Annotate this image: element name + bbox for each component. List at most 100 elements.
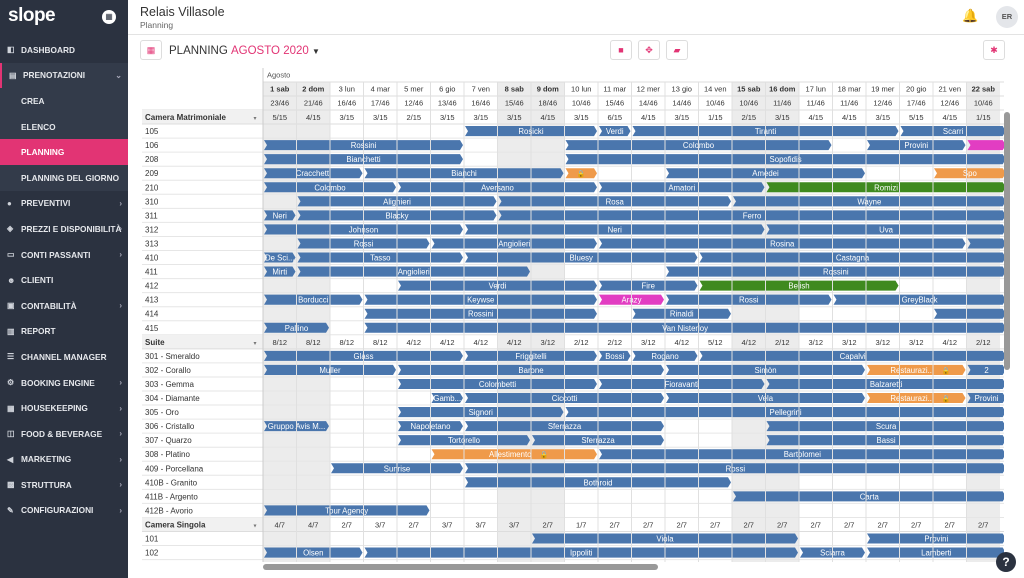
chevron-right-icon[interactable]: › bbox=[119, 301, 122, 311]
move-button[interactable]: ✥ bbox=[638, 40, 660, 60]
day-header[interactable]: 10 lun bbox=[571, 85, 591, 94]
day-header[interactable]: 8 sab bbox=[505, 85, 525, 94]
booking-bar[interactable] bbox=[264, 168, 363, 179]
booking-bar[interactable] bbox=[364, 547, 799, 558]
booking-bar[interactable] bbox=[699, 252, 1005, 263]
vertical-scrollbar[interactable] bbox=[1004, 112, 1010, 370]
sidebar-item-report[interactable]: ▥ REPORT bbox=[0, 319, 128, 345]
booking-bar[interactable] bbox=[431, 238, 598, 249]
booking-bar[interactable] bbox=[264, 266, 296, 277]
day-header[interactable]: 14 ven bbox=[704, 85, 727, 94]
booking-bar[interactable] bbox=[766, 224, 1005, 235]
calendar-icon[interactable]: ▦ bbox=[102, 10, 116, 24]
sidebar-item-contabilit-[interactable]: ▣ CONTABILITÀ › bbox=[0, 293, 128, 319]
chevron-down-icon[interactable]: ⌄ bbox=[115, 70, 122, 80]
booking-bar[interactable] bbox=[565, 168, 598, 179]
booking-bar[interactable] bbox=[699, 350, 1005, 361]
booking-bar[interactable] bbox=[867, 533, 1004, 544]
chevron-right-icon[interactable]: › bbox=[119, 378, 122, 388]
day-header[interactable]: 2 dom bbox=[302, 85, 324, 94]
sidebar-item-conti-passanti[interactable]: ▭ CONTI PASSANTI › bbox=[0, 242, 128, 268]
booking-bar[interactable] bbox=[565, 154, 1005, 165]
booking-bar[interactable] bbox=[498, 210, 1005, 221]
booking-bar[interactable] bbox=[364, 308, 598, 319]
booking-bar[interactable] bbox=[364, 294, 598, 305]
booking-bar[interactable] bbox=[967, 140, 1005, 151]
sidebar-item-configurazioni[interactable]: ✎ CONFIGURAZIONI › bbox=[0, 498, 128, 524]
chevron-right-icon[interactable]: › bbox=[119, 198, 122, 208]
booking-bar[interactable] bbox=[565, 407, 1005, 418]
booking-bar[interactable] bbox=[766, 421, 1005, 432]
sidebar-item-dashboard[interactable]: ◧ DASHBOARD bbox=[0, 37, 128, 63]
day-header[interactable]: 20 gio bbox=[906, 85, 926, 94]
booking-bar[interactable] bbox=[297, 266, 531, 277]
booking-bar[interactable] bbox=[833, 294, 1005, 305]
booking-bar[interactable] bbox=[666, 266, 1004, 277]
sidebar-item-planning-del-giorno[interactable]: PLANNING DEL GIORNO bbox=[0, 164, 128, 191]
day-header[interactable]: 3 lun bbox=[339, 85, 355, 94]
booking-bar[interactable] bbox=[599, 238, 966, 249]
booking-bar[interactable] bbox=[766, 435, 1005, 446]
book-button[interactable]: ▰ bbox=[666, 40, 688, 60]
chevron-down-icon[interactable]: ▾ bbox=[253, 523, 256, 529]
sidebar-item-channel-manager[interactable]: ☰ CHANNEL MANAGER bbox=[0, 344, 128, 370]
booking-bar[interactable] bbox=[398, 407, 564, 418]
booking-bar[interactable] bbox=[264, 505, 430, 516]
chevron-down-icon[interactable]: ▾ bbox=[253, 341, 256, 347]
booking-bar[interactable] bbox=[264, 210, 296, 221]
chevron-right-icon[interactable]: › bbox=[119, 224, 122, 234]
day-header[interactable]: 11 mar bbox=[603, 85, 626, 94]
booking-bar[interactable] bbox=[967, 364, 1005, 375]
booking-bar[interactable] bbox=[900, 126, 1005, 137]
booking-bar[interactable] bbox=[934, 308, 1004, 319]
booking-bar[interactable] bbox=[599, 182, 765, 193]
booking-bar[interactable] bbox=[766, 182, 1005, 193]
planning-grid[interactable]: Agosto 1 sab 23/46 2 dom 21/46 3 lun 16/46 4 ma… bbox=[142, 68, 1004, 562]
booking-bar[interactable] bbox=[867, 364, 966, 375]
day-header[interactable]: 1 sab bbox=[270, 85, 290, 94]
app-logo[interactable]: slope bbox=[8, 5, 56, 26]
booking-bar[interactable] bbox=[599, 126, 631, 137]
booking-bar[interactable] bbox=[498, 196, 732, 207]
booking-bar[interactable] bbox=[934, 168, 1004, 179]
sidebar-item-elenco[interactable]: ELENCO bbox=[0, 113, 128, 140]
booking-bar[interactable] bbox=[632, 308, 732, 319]
day-header[interactable]: 18 mar bbox=[838, 85, 862, 94]
day-header[interactable]: 21 ven bbox=[938, 85, 961, 94]
settings-button[interactable]: ✱ bbox=[983, 40, 1005, 60]
chevron-right-icon[interactable]: › bbox=[119, 505, 122, 515]
day-header[interactable]: 12 mer bbox=[637, 85, 661, 94]
booking-bar[interactable] bbox=[733, 491, 1004, 502]
booking-bar[interactable] bbox=[431, 393, 464, 404]
lock-button[interactable]: ■ bbox=[610, 40, 632, 60]
booking-bar[interactable] bbox=[733, 196, 1004, 207]
day-header[interactable]: 17 lun bbox=[806, 85, 826, 94]
booking-bar[interactable] bbox=[264, 294, 363, 305]
day-header[interactable]: 9 dom bbox=[537, 85, 559, 94]
sidebar-item-marketing[interactable]: ◀ MARKETING › bbox=[0, 447, 128, 473]
sidebar-item-prezzi-e-disponibilit-[interactable]: ◈ PREZZI E DISPONIBILITÀ › bbox=[0, 216, 128, 242]
chevron-down-icon[interactable]: ▾ bbox=[253, 116, 256, 122]
day-header[interactable]: 13 gio bbox=[672, 85, 692, 94]
booking-bar[interactable] bbox=[766, 378, 1005, 389]
day-header[interactable]: 19 mer bbox=[871, 85, 895, 94]
booking-bar[interactable] bbox=[599, 280, 698, 291]
day-header[interactable]: 5 mer bbox=[404, 85, 424, 94]
booking-bar[interactable] bbox=[599, 378, 765, 389]
sidebar-item-housekeeping[interactable]: ▦ HOUSEKEEPING › bbox=[0, 395, 128, 421]
booking-bar[interactable] bbox=[967, 238, 1005, 249]
avatar[interactable]: ER bbox=[996, 6, 1018, 28]
booking-bar[interactable] bbox=[264, 252, 296, 263]
booking-bar[interactable] bbox=[264, 547, 363, 558]
sidebar-item-clienti[interactable]: ☻ CLIENTI bbox=[0, 267, 128, 293]
sidebar-item-planning[interactable]: PLANNING bbox=[0, 139, 128, 165]
day-header[interactable]: 7 ven bbox=[472, 85, 490, 94]
horizontal-scrollbar[interactable] bbox=[263, 564, 658, 570]
chevron-right-icon[interactable]: › bbox=[119, 480, 122, 490]
booking-bar[interactable] bbox=[297, 252, 464, 263]
booking-bar[interactable] bbox=[465, 463, 1004, 474]
booking-bar[interactable] bbox=[666, 294, 832, 305]
month-selector[interactable]: AGOSTO 2020 ▼ bbox=[231, 45, 320, 57]
chevron-right-icon[interactable]: › bbox=[119, 403, 122, 413]
sidebar-item-food-beverage[interactable]: ◫ FOOD & BEVERAGE › bbox=[0, 421, 128, 447]
